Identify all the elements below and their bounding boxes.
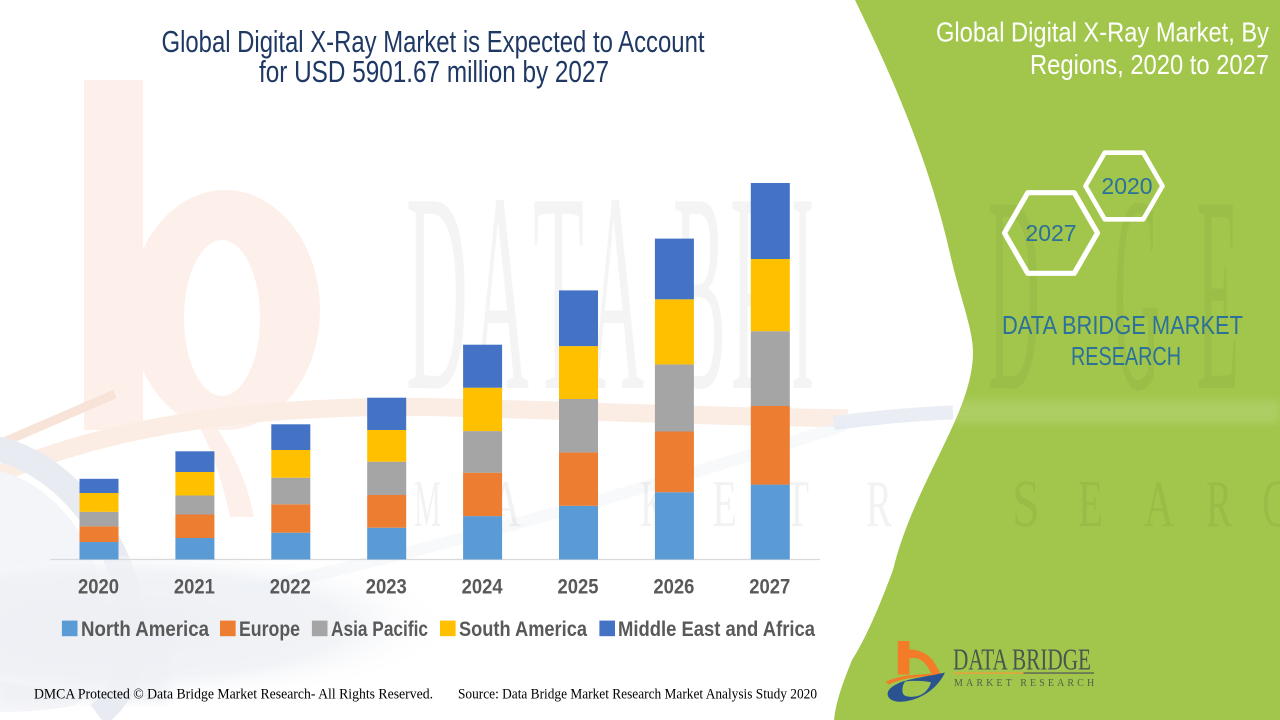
- svg-text:R: R: [1206, 467, 1232, 541]
- svg-text:DATA BRIDGE MARKET: DATA BRIDGE MARKET: [1002, 312, 1243, 340]
- svg-text:D: D: [988, 138, 1040, 449]
- svg-text:South America: South America: [459, 618, 587, 641]
- svg-text:2025: 2025: [558, 576, 599, 599]
- svg-text:2026: 2026: [653, 576, 694, 599]
- svg-text:2024: 2024: [462, 576, 503, 599]
- svg-text:R: R: [866, 467, 892, 541]
- svg-text:Global Digital X-Ray Market, B: Global Digital X-Ray Market, By: [936, 17, 1269, 48]
- svg-text:C: C: [1262, 467, 1280, 541]
- svg-text:D: D: [406, 134, 468, 450]
- svg-text:DMCA Protected © Data Bridge M: DMCA Protected © Data Bridge Market Rese…: [34, 687, 433, 703]
- svg-text:Europe: Europe: [239, 618, 300, 641]
- svg-text:for USD 5901.67 million by 202: for USD 5901.67 million by 2027: [259, 54, 609, 89]
- svg-text:M: M: [414, 467, 441, 541]
- svg-text:S: S: [1012, 467, 1040, 541]
- svg-text:2022: 2022: [270, 576, 311, 599]
- svg-text:Source: Data Bridge Market Res: Source: Data Bridge Market Research Mark…: [458, 687, 817, 703]
- svg-text:Global Digital X-Ray Market is: Global Digital X-Ray Market is Expected …: [162, 24, 705, 59]
- svg-text:E: E: [1078, 467, 1103, 541]
- svg-text:A: A: [1144, 467, 1174, 541]
- svg-text:2027: 2027: [749, 576, 790, 599]
- svg-text:Asia Pacific: Asia Pacific: [331, 618, 428, 641]
- svg-text:MARKET RESEARCH: MARKET RESEARCH: [954, 678, 1097, 689]
- svg-text:2020: 2020: [78, 576, 119, 599]
- svg-text:G: G: [1114, 138, 1160, 449]
- svg-text:I: I: [791, 134, 814, 450]
- svg-text:Regions, 2020 to 2027: Regions, 2020 to 2027: [1030, 49, 1269, 80]
- svg-text:E: E: [712, 467, 737, 541]
- svg-text:RESEARCH: RESEARCH: [1071, 343, 1181, 371]
- svg-text:2020: 2020: [1101, 173, 1152, 199]
- svg-text:DATA BRIDGE: DATA BRIDGE: [953, 642, 1091, 677]
- svg-text:2027: 2027: [1025, 220, 1076, 246]
- svg-text:E: E: [1197, 138, 1239, 449]
- svg-text:2021: 2021: [174, 576, 215, 599]
- svg-text:North America: North America: [81, 618, 209, 641]
- svg-text:Middle East and Africa: Middle East and Africa: [618, 618, 815, 641]
- svg-text:2023: 2023: [366, 576, 407, 599]
